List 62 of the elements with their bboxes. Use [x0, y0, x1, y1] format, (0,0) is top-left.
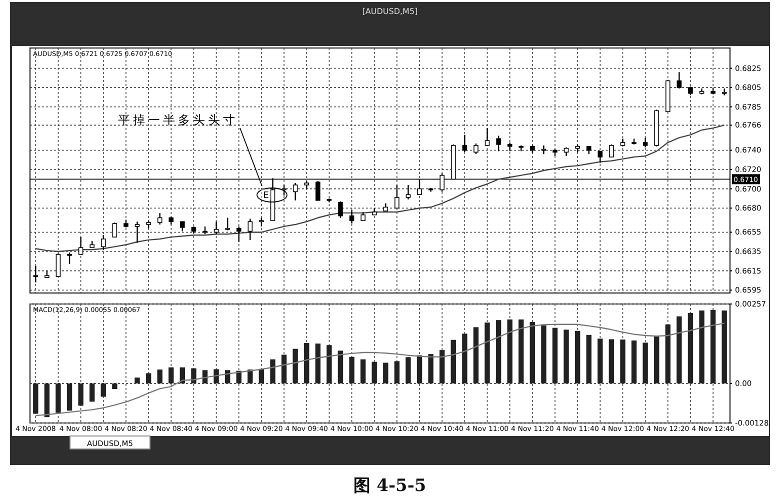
bar — [292, 348, 298, 384]
bar — [112, 383, 118, 389]
bar — [372, 362, 377, 384]
bar — [100, 383, 106, 397]
bar — [496, 320, 502, 384]
bar — [315, 344, 320, 384]
bar — [586, 334, 592, 384]
bar — [338, 350, 344, 384]
bar — [33, 383, 38, 414]
bar — [598, 338, 603, 384]
bar — [214, 369, 219, 384]
bar — [450, 340, 456, 384]
bar — [168, 367, 174, 384]
bar — [518, 319, 524, 384]
bar — [383, 362, 388, 384]
bar — [78, 383, 84, 406]
bar — [654, 336, 660, 384]
bar — [541, 325, 546, 384]
bar — [248, 370, 253, 384]
line-series — [35, 322, 725, 416]
bar — [530, 322, 536, 384]
bar — [428, 354, 434, 384]
bar — [440, 350, 445, 384]
bar — [157, 370, 162, 384]
bar — [631, 340, 637, 384]
bar — [406, 357, 411, 384]
bar — [416, 355, 422, 384]
bar — [191, 368, 196, 384]
bar — [665, 324, 670, 384]
bar — [722, 310, 727, 384]
bar — [394, 361, 400, 384]
bar — [574, 330, 580, 384]
bar — [304, 342, 310, 384]
bar — [484, 322, 490, 384]
text: [AUDUSD,M5] — [362, 7, 418, 16]
bar — [688, 312, 694, 384]
annotation: E — [263, 191, 270, 201]
bar — [473, 327, 479, 384]
bar — [56, 383, 61, 413]
bar — [462, 334, 468, 384]
bar — [620, 340, 626, 384]
bar — [507, 319, 512, 384]
bar — [360, 359, 366, 384]
bar — [270, 359, 276, 384]
bar — [699, 310, 704, 384]
bar — [258, 368, 264, 384]
bar — [44, 383, 50, 418]
bar — [564, 330, 569, 384]
bar — [349, 356, 354, 384]
bar — [134, 378, 140, 384]
bar — [642, 342, 648, 384]
bar — [146, 373, 152, 384]
annotation: 平掉一半多头头寸 — [118, 113, 238, 127]
bar — [676, 316, 682, 384]
bar — [90, 383, 95, 402]
bar — [66, 383, 72, 411]
caption: 图 4-5-5 — [354, 476, 426, 496]
bar — [281, 354, 287, 384]
bar — [608, 339, 614, 384]
bar — [552, 328, 558, 384]
bar — [326, 345, 332, 384]
bar — [710, 310, 716, 384]
